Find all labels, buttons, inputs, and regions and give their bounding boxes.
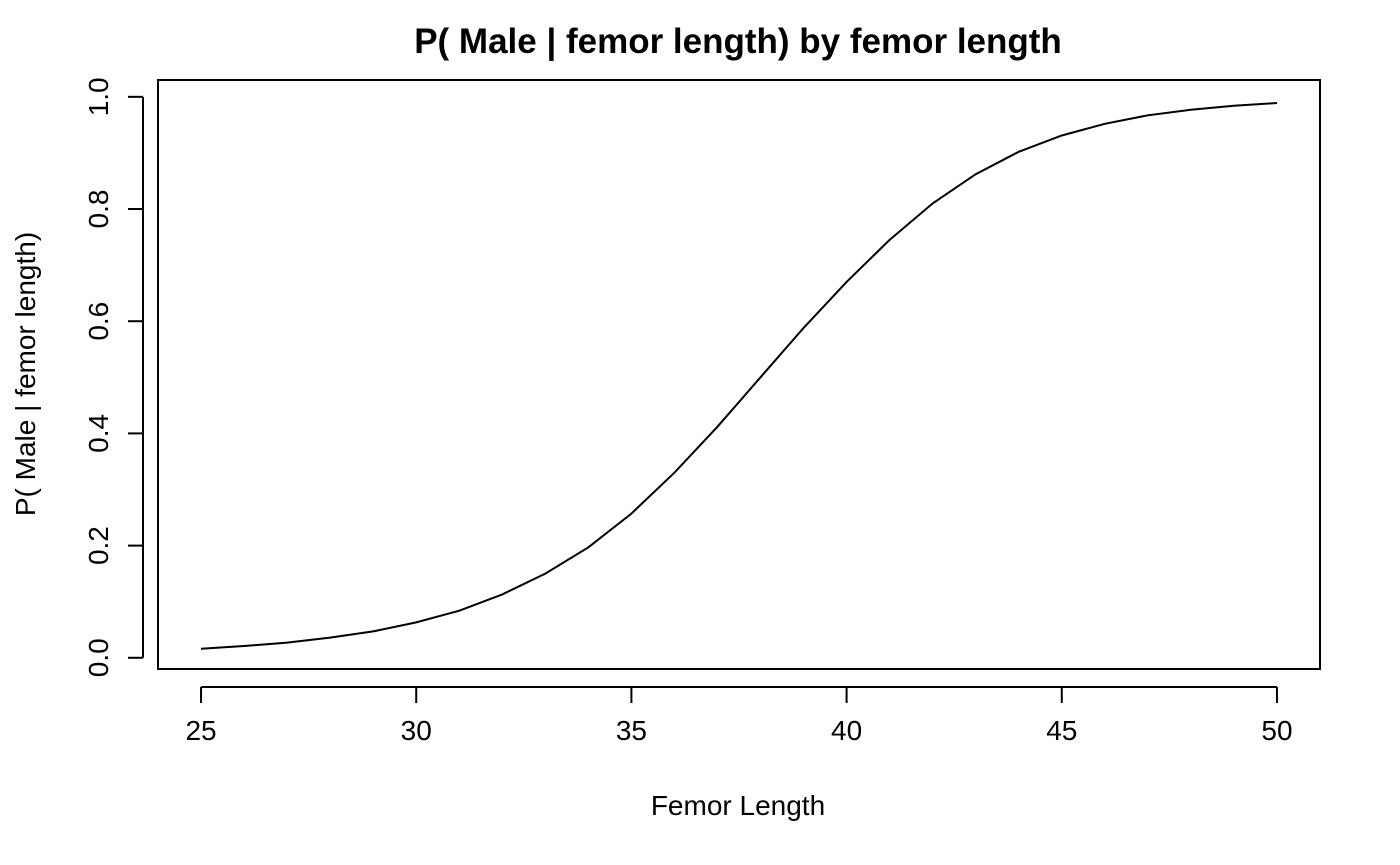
y-axis-label: P( Male | femor length) [10, 232, 41, 516]
x-axis-label: Femor Length [651, 790, 825, 821]
plot-frame [157, 79, 1321, 670]
y-tick-label: 0.0 [83, 638, 114, 677]
x-tick-label: 30 [401, 715, 432, 746]
x-tick-label: 40 [831, 715, 862, 746]
y-tick-label: 0.8 [83, 190, 114, 229]
y-tick-label: 1.0 [83, 77, 114, 116]
y-tick-label: 0.2 [83, 526, 114, 565]
x-axis: 25 30 35 40 45 50 [185, 686, 1293, 746]
x-tick-label: 50 [1261, 715, 1292, 746]
chart-title: P( Male | femor length) by femor length [414, 22, 1062, 61]
y-axis: 0.0 0.2 0.4 0.6 0.8 1.0 [83, 77, 144, 677]
series-line [200, 102, 1278, 650]
y-tick-label: 0.6 [83, 302, 114, 341]
y-tick-label: 0.4 [83, 414, 114, 453]
x-tick-label: 45 [1046, 715, 1077, 746]
x-tick-label: 35 [616, 715, 647, 746]
x-tick-label: 25 [185, 715, 216, 746]
